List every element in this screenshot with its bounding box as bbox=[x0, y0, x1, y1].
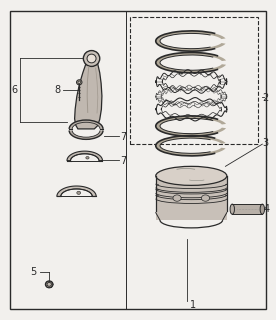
Ellipse shape bbox=[201, 195, 209, 201]
Polygon shape bbox=[156, 136, 225, 156]
Polygon shape bbox=[67, 151, 102, 161]
Text: 5: 5 bbox=[31, 267, 37, 277]
Text: 3: 3 bbox=[263, 138, 269, 148]
Polygon shape bbox=[156, 31, 225, 51]
Text: 4: 4 bbox=[264, 204, 270, 214]
Polygon shape bbox=[156, 116, 226, 136]
Text: 1: 1 bbox=[190, 300, 196, 310]
Text: 7: 7 bbox=[120, 132, 126, 142]
Bar bbox=[130, 17, 258, 144]
Ellipse shape bbox=[83, 51, 100, 67]
Ellipse shape bbox=[78, 81, 81, 84]
Ellipse shape bbox=[173, 195, 181, 201]
Ellipse shape bbox=[86, 156, 89, 159]
Ellipse shape bbox=[45, 281, 53, 288]
Ellipse shape bbox=[76, 80, 82, 85]
Bar bbox=[156, 176, 227, 220]
Ellipse shape bbox=[156, 166, 227, 185]
Polygon shape bbox=[75, 63, 102, 129]
Ellipse shape bbox=[47, 283, 51, 286]
Ellipse shape bbox=[260, 204, 264, 214]
Ellipse shape bbox=[87, 54, 96, 63]
Ellipse shape bbox=[77, 191, 81, 195]
Ellipse shape bbox=[230, 204, 234, 214]
Text: 2: 2 bbox=[263, 93, 269, 103]
Text: 7: 7 bbox=[120, 156, 126, 166]
Polygon shape bbox=[57, 186, 96, 196]
Polygon shape bbox=[156, 52, 226, 73]
Text: 8: 8 bbox=[54, 85, 60, 95]
Bar bbox=[232, 204, 262, 214]
Text: 6: 6 bbox=[11, 85, 18, 95]
Polygon shape bbox=[69, 131, 103, 140]
Polygon shape bbox=[69, 120, 103, 129]
